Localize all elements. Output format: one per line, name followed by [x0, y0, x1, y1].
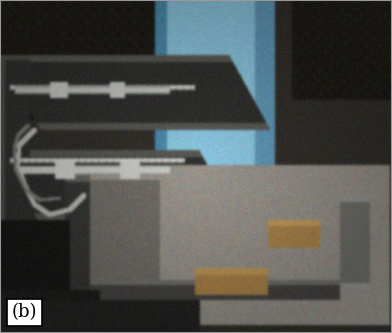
- Text: (b): (b): [12, 303, 37, 321]
